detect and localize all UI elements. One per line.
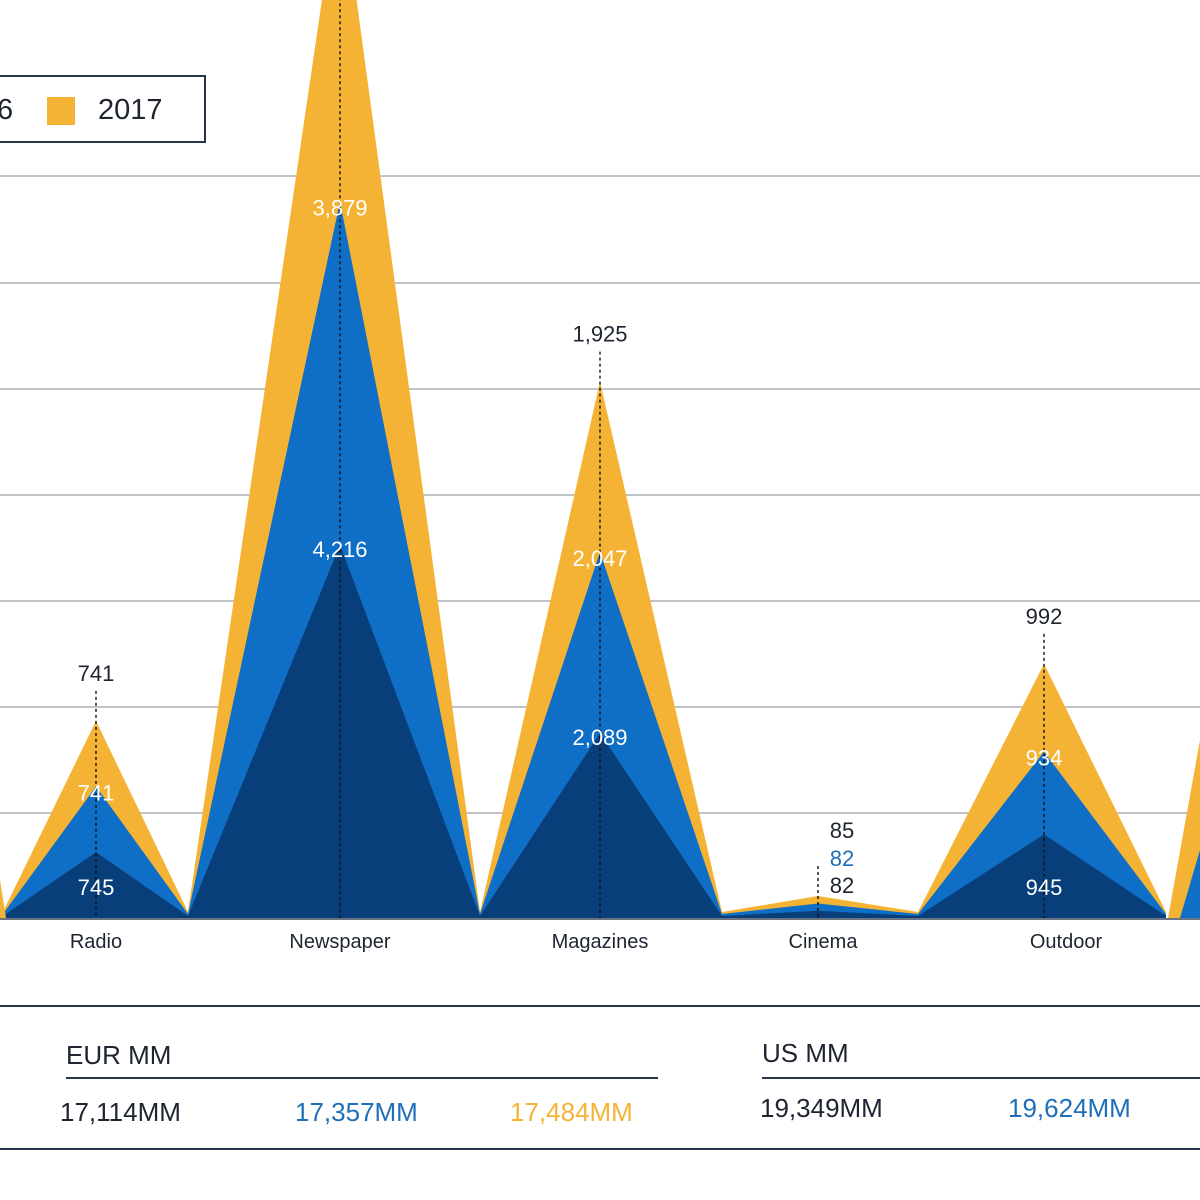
area-2016-next (1180, 850, 1200, 918)
data-label-2016: 741 (78, 780, 115, 805)
x-tick-label: Cinema (789, 931, 859, 953)
eur-total-2016: 17,357MM (295, 1097, 418, 1127)
x-tick-label: Newspaper (289, 931, 391, 953)
eur-total-2015: 17,114MM (60, 1097, 181, 1127)
footer-bottom-rule (0, 1148, 1200, 1150)
legend-label-2017: 2017 (98, 94, 163, 126)
data-label-2017: 85 (830, 818, 854, 843)
x-tick-label: Magazines (552, 931, 649, 953)
area-2017-next (1168, 740, 1200, 918)
data-label-2015: 82 (830, 873, 854, 898)
data-labels: 7417417453,6653,8794,2161,9252,0472,0898… (78, 196, 1063, 900)
leader-lines (95, 0, 1045, 918)
area-2015 (0, 544, 1166, 918)
x-tick-label: Radio (70, 931, 122, 953)
x-tick-label: Outdoor (1030, 931, 1103, 953)
series-areas (0, 0, 1200, 920)
data-label-2015: 2,089 (572, 725, 627, 750)
us-total-2016: 19,624MM (1008, 1093, 1131, 1123)
legend-swatch-2017 (47, 97, 75, 125)
data-label-2016: 82 (830, 846, 854, 871)
data-label-2015: 4,216 (312, 537, 367, 562)
area-2017-prev (0, 880, 6, 918)
x-axis-labels: Radio Newspaper Magazines Cinema Outdoor (70, 931, 1103, 953)
us-mm-rule (762, 1077, 1200, 1079)
eur-total-2017: 17,484MM (510, 1097, 633, 1127)
us-mm-title: US MM (762, 1038, 849, 1068)
legend (0, 75, 206, 143)
data-label-2016: 934 (1026, 746, 1063, 771)
footer-top-rule (0, 1005, 1200, 1007)
data-label-2017: 741 (78, 661, 115, 686)
legend-label-2016: 6 (0, 94, 14, 126)
eur-mm-title: EUR MM (66, 1040, 172, 1070)
data-label-2015: 945 (1026, 875, 1063, 900)
data-label-2016: 2,047 (572, 546, 627, 571)
data-label-2016: 3,879 (312, 196, 367, 221)
data-label-2017: 1,925 (572, 322, 627, 347)
us-total-2015: 19,349MM (760, 1093, 883, 1123)
eur-mm-rule (66, 1077, 658, 1079)
data-label-2015: 745 (78, 875, 115, 900)
data-label-2017: 992 (1026, 604, 1063, 629)
